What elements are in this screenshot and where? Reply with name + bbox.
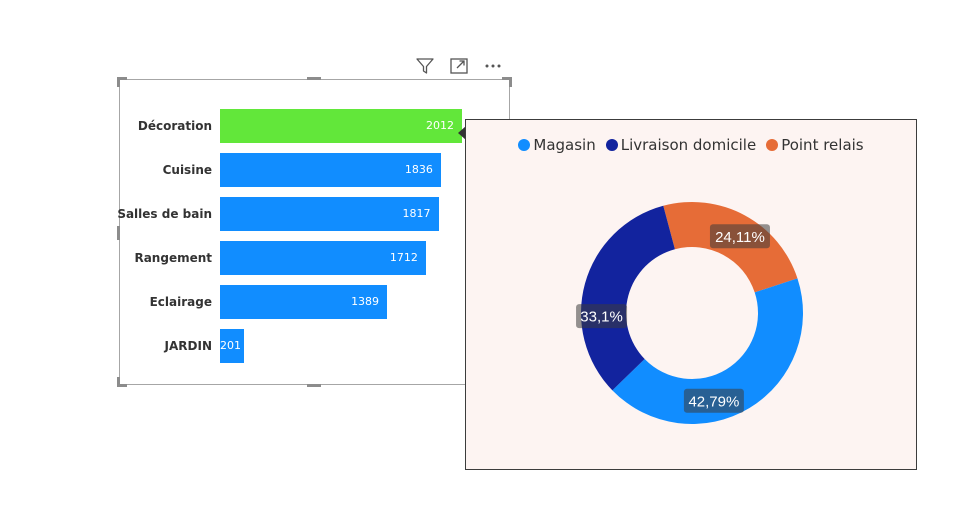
resize-handle-bottom-left[interactable] [117, 377, 120, 387]
data-label-text: 24,11% [715, 229, 765, 246]
bar-category-label: Décoration [137, 119, 212, 133]
bar[interactable]: 1389 [220, 285, 388, 319]
resize-handle-top-right[interactable] [502, 77, 512, 80]
legend-item[interactable]: Livraison domicile [605, 136, 757, 154]
bar-row[interactable]: JARDIN 201 [120, 329, 511, 363]
bar-category-label: Rangement [134, 251, 212, 265]
bar[interactable]: 1836 [220, 153, 441, 187]
focus-mode-icon[interactable] [448, 55, 470, 77]
bar[interactable]: 2012 [220, 109, 462, 143]
legend-marker [605, 139, 618, 151]
data-label-background [576, 304, 628, 329]
donut-data-label: 24,11% [709, 224, 770, 249]
legend-label: Point relais [781, 136, 864, 154]
bar-value-label: 1712 [389, 251, 418, 264]
legend-item[interactable]: Magasin [518, 136, 596, 154]
donut-slice[interactable] [581, 205, 675, 391]
resize-handle-bottom[interactable] [307, 384, 321, 387]
data-label-text: 42,79% [688, 393, 739, 410]
donut-slice[interactable] [612, 278, 803, 425]
legend-item[interactable]: Point relais [766, 136, 864, 154]
donut-data-label: 33,1% [576, 304, 628, 329]
bar-value-label: 1836 [404, 163, 433, 176]
resize-handle-bottom-left[interactable] [117, 384, 127, 387]
resize-handle-top-right[interactable] [509, 77, 512, 87]
bar-row[interactable]: Salles de bain 1817 [117, 197, 511, 231]
data-label-text: 33,1% [580, 309, 623, 326]
bar-row[interactable]: Cuisine 1836 [120, 153, 511, 187]
legend-label: Livraison domicile [620, 136, 757, 154]
data-label-background [709, 224, 770, 249]
visual-header [414, 54, 504, 78]
resize-handle-top-left[interactable] [117, 77, 127, 80]
bar-chart-visual[interactable]: Décoration 2012 Cuisine 1836 Salles de bain 1… [117, 77, 512, 387]
donut-chart: 24,11% 42,79% 33,1% [576, 202, 803, 425]
legend-label: Magasin [533, 136, 596, 154]
bar[interactable]: 1712 [220, 241, 426, 275]
bar[interactable]: 201 [220, 329, 245, 363]
legend-marker [766, 139, 779, 151]
resize-handle-top-left[interactable] [117, 77, 120, 87]
resize-handle-top[interactable] [307, 77, 321, 80]
bar-category-label: JARDIN [164, 339, 212, 353]
donut-chart-tooltip: Magasin Livraison domicile Point relais 24… [465, 119, 917, 470]
legend-marker [518, 139, 531, 151]
bar-category-label: Salles de bain [117, 207, 212, 221]
bar-value-label: 1817 [402, 207, 431, 220]
chart-legend: Magasin Livraison domicile Point relais [466, 136, 916, 154]
donut-data-label: 42,79% [683, 388, 744, 413]
filter-icon[interactable] [414, 55, 436, 77]
bar-category-label: Cuisine [162, 163, 212, 177]
bar-value-label: 1389 [351, 295, 380, 308]
bar-row[interactable]: Rangement 1712 [120, 241, 511, 275]
bar-value-label: 201 [220, 339, 241, 352]
more-options-icon[interactable] [482, 55, 504, 77]
bar[interactable]: 1817 [220, 197, 439, 231]
bar-value-label: 2012 [426, 119, 454, 132]
resize-handle-left[interactable] [117, 226, 120, 240]
bar-row[interactable]: Eclairage 1389 [120, 285, 511, 319]
tooltip-pointer [458, 126, 466, 140]
bar-row[interactable]: Décoration 2012 [120, 109, 511, 143]
bar-category-label: Eclairage [149, 295, 212, 309]
data-label-background [683, 388, 744, 413]
